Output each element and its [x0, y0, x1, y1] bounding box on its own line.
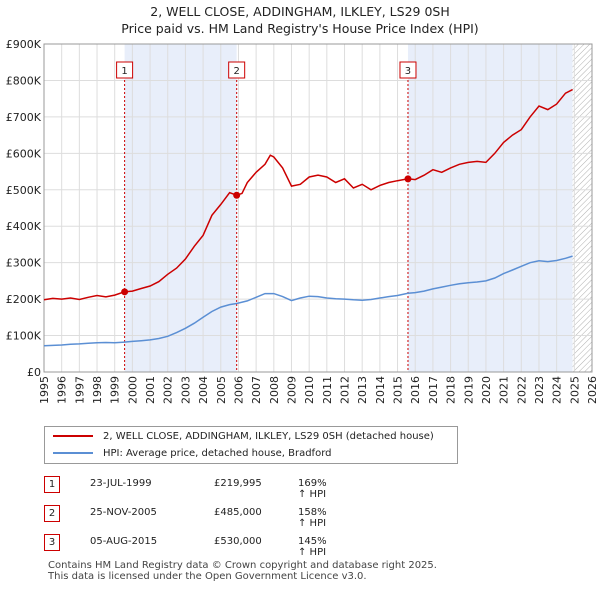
x-tick-label: 2022: [515, 376, 528, 404]
sale-point: [233, 191, 241, 199]
legend-label-property: 2, WELL CLOSE, ADDINGHAM, ILKLEY, LS29 0…: [103, 430, 434, 442]
property-price-line: [43, 88, 573, 301]
y-tick-label: £300K: [6, 257, 42, 270]
x-tick-label: 2021: [498, 376, 511, 404]
x-tick-label: 2012: [339, 376, 352, 404]
sale-marker-label: 1: [121, 66, 127, 77]
x-tick-label: 2026: [586, 376, 599, 404]
sale-point: [404, 175, 412, 183]
x-tick-label: 2010: [303, 376, 316, 404]
chart-legend: 2, WELL CLOSE, ADDINGHAM, ILKLEY, LS29 0…: [44, 426, 458, 464]
legend-swatch-hpi: [53, 452, 93, 454]
sale-price: £530,000: [214, 536, 262, 547]
x-tick-label: 2002: [162, 376, 175, 404]
y-tick-label: £100K: [6, 330, 42, 343]
footer-attribution: Contains HM Land Registry data © Crown c…: [48, 560, 437, 582]
price-chart: £0 £100K £200K £300K £400K £500K £600K £700K £80…: [6, 38, 599, 404]
footer-line-2: This data is licensed under the Open Gov…: [48, 571, 367, 582]
y-tick-label: £200K: [6, 293, 42, 306]
y-tick-label: £0: [27, 366, 41, 379]
x-tick-label: 2018: [445, 376, 458, 404]
sale-price: £485,000: [214, 507, 262, 518]
sale-hpi-change: 158% ↑ HPI: [298, 507, 327, 529]
y-tick-label: £500K: [6, 184, 42, 197]
sale-hpi-change: 145% ↑ HPI: [298, 536, 327, 558]
y-tick-label: £400K: [6, 220, 42, 233]
plot-frame: [43, 43, 593, 373]
x-tick-label: 2013: [356, 376, 369, 404]
footer-line-1: Contains HM Land Registry data © Crown c…: [48, 560, 437, 571]
x-tick-label: 2009: [285, 376, 298, 404]
shaded-period-2: [407, 44, 573, 372]
x-tick-label: 1996: [56, 376, 69, 404]
x-tick-label: 2001: [144, 376, 157, 404]
x-tick-label: 2004: [197, 376, 210, 404]
legend-label-hpi: HPI: Average price, detached house, Brad…: [103, 447, 332, 459]
x-tick-label: 2015: [392, 376, 405, 404]
x-tick-label: 1998: [91, 376, 104, 404]
x-tick-label: 2020: [480, 376, 493, 404]
sale-marker-label: 2: [233, 66, 239, 77]
shaded-period-1: [124, 44, 237, 372]
y-tick-label: £800K: [6, 74, 42, 87]
sale-date: 23-JUL-1999: [90, 478, 152, 489]
x-tick-label: 2017: [427, 376, 440, 404]
sale-marker-box: [116, 61, 134, 79]
sale-date: 25-NOV-2005: [90, 507, 157, 518]
x-tick-label: 2003: [179, 376, 192, 404]
hpi-line: [43, 255, 573, 347]
x-tick-label: 2011: [321, 376, 334, 404]
sale-marker-label: 3: [405, 66, 411, 77]
legend-item-hpi: HPI: Average price, detached house, Brad…: [53, 446, 331, 460]
y-tick-label: £700K: [6, 111, 42, 124]
sale-marker-box: [228, 61, 246, 79]
x-tick-label: 2007: [250, 376, 263, 404]
sale-marker-box: [399, 61, 417, 79]
y-tick-label: £900K: [6, 38, 42, 51]
x-tick-label: 1999: [109, 376, 122, 404]
legend-swatch-property: [53, 435, 93, 437]
x-tick-label: 1997: [73, 376, 86, 404]
x-tick-label: 2005: [215, 376, 228, 404]
x-tick-label: 2016: [409, 376, 422, 404]
sale-number-badge: 3: [44, 534, 60, 551]
sale-hpi-change: 169% ↑ HPI: [298, 478, 327, 500]
title-line-1: 2, WELL CLOSE, ADDINGHAM, ILKLEY, LS29 0…: [150, 4, 450, 19]
y-tick-label: £600K: [6, 147, 42, 160]
x-tick-label: 2014: [374, 376, 387, 404]
x-tick-label: 2024: [551, 376, 564, 404]
x-tick-label: 2019: [462, 376, 475, 404]
x-tick-label: 1995: [38, 376, 51, 404]
x-tick-label: 2000: [126, 376, 139, 404]
x-tick-label: 2023: [533, 376, 546, 404]
x-tick-label: 2006: [232, 376, 245, 404]
legend-item-property: 2, WELL CLOSE, ADDINGHAM, ILKLEY, LS29 0…: [53, 429, 434, 443]
hatched-projection-area: [572, 44, 592, 372]
title-line-2: Price paid vs. HM Land Registry's House …: [121, 21, 479, 36]
sale-point: [121, 288, 129, 296]
sale-number-badge: 2: [44, 505, 60, 522]
x-tick-label: 2025: [568, 376, 581, 404]
chart-title: 2, WELL CLOSE, ADDINGHAM, ILKLEY, LS29 0…: [0, 3, 600, 37]
sale-number-badge: 1: [44, 476, 60, 493]
sale-date: 05-AUG-2015: [90, 536, 158, 547]
sale-price: £219,995: [214, 478, 262, 489]
x-tick-label: 2008: [268, 376, 281, 404]
